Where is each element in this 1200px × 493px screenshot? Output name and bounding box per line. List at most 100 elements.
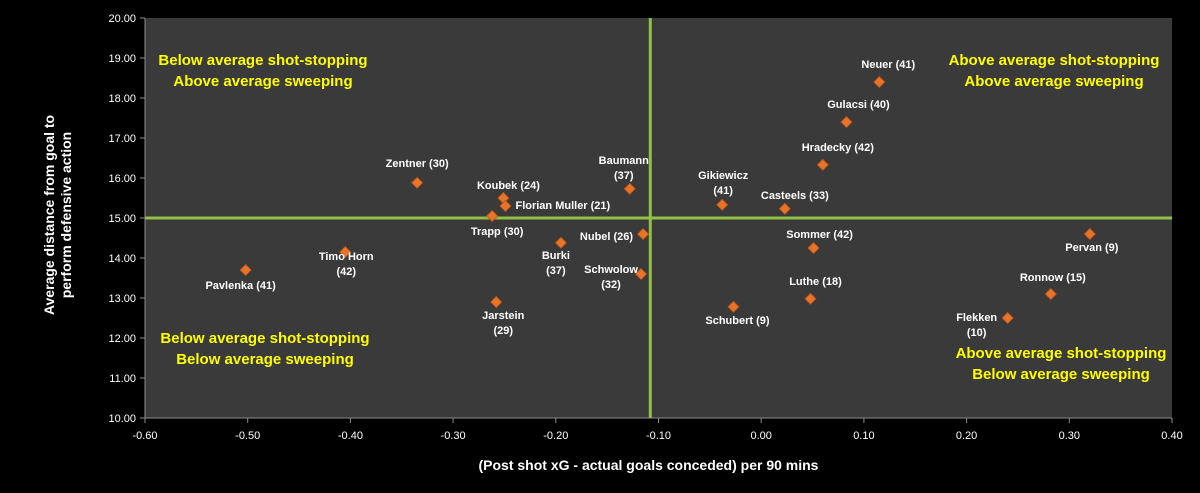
data-point-label: Zentner (30) [386, 158, 449, 170]
data-point-label-line: Hradecky (42) [802, 142, 874, 154]
data-point-label: Schubert (9) [705, 315, 770, 327]
data-point-label-line: (10) [967, 327, 987, 339]
quadrant-label: Below average shot-stopping Above average… [158, 52, 367, 90]
data-point-label-line: Neuer (41) [861, 59, 915, 71]
data-point-marker [623, 182, 636, 195]
data-point-label-line: Sommer (42) [786, 229, 853, 241]
data-point-marker [816, 158, 829, 171]
x-tick-label: 0.00 [750, 430, 771, 442]
data-point-label: Timo Horn (42) [319, 251, 374, 278]
y-tick-label: 19.00 [108, 53, 136, 65]
x-tick-label: -0.20 [543, 430, 568, 442]
data-point-label-line: Nubel (26) [580, 231, 634, 243]
data-point-label: Gulacsi (40) [827, 99, 890, 111]
quadrant-label: Below average shot-stopping Below average… [160, 330, 369, 368]
data-point-marker [727, 300, 740, 313]
x-tick-label: -0.40 [338, 430, 363, 442]
x-tick-label: -0.10 [646, 430, 671, 442]
y-tick-label: 20.00 [108, 13, 136, 25]
y-tick-label: 12.00 [108, 333, 136, 345]
x-axis-title: (Post shot xG - actual goals conceded) p… [479, 457, 819, 473]
data-point-label: Jarstein (29) [482, 310, 524, 337]
y-tick-label: 15.00 [108, 213, 136, 225]
quadrant-label-line: Below average shot-stopping [160, 330, 369, 347]
data-point-label: Luthe (18) [789, 276, 842, 288]
y-tick-label: 11.00 [109, 373, 136, 385]
data-point-label-line: Schwolow [584, 264, 638, 276]
data-point-label-line: Koubek (24) [477, 180, 540, 192]
y-tick-label: 18.00 [108, 93, 136, 105]
data-point-label: Gikiewicz (41) [698, 170, 749, 197]
x-tick-label: -0.50 [235, 430, 260, 442]
data-point-marker [778, 202, 791, 215]
quadrant-labels: Below average shot-stopping Above average… [158, 52, 1166, 383]
data-point-marker [804, 292, 817, 305]
quadrant-label: Above average shot-stopping Above average… [949, 52, 1160, 90]
quadrant-label-line: Below average shot-stopping [158, 52, 367, 69]
data-point-label-line: Schubert (9) [705, 315, 770, 327]
data-point-marker [1001, 311, 1014, 325]
x-tick-label: -0.60 [132, 430, 157, 442]
quadrant-label-line: Above average shot-stopping [949, 52, 1160, 69]
data-point-marker [1083, 227, 1096, 241]
quadrant-label: Above average shot-stopping Below average… [956, 345, 1167, 383]
data-point-label-line: Casteels (33) [761, 190, 829, 202]
data-point-marker [499, 199, 512, 213]
y-tick-label: 16.00 [108, 173, 136, 185]
axis-titles: (Post shot xG - actual goals conceded) p… [41, 115, 819, 473]
data-point-label: Ronnow (15) [1020, 272, 1086, 284]
data-point-marker [716, 198, 729, 211]
data-point-label-line: Zentner (30) [386, 158, 449, 170]
data-point-label-line: Florian Muller (21) [515, 200, 610, 212]
quadrant-label-line: Above average sweeping [964, 73, 1143, 90]
data-point-label: Burki (37) [542, 250, 570, 277]
data-point-label-line: (29) [493, 325, 513, 337]
y-axis-title-line: Average distance from goal to [41, 115, 57, 315]
data-point-marker [554, 236, 568, 249]
x-tick-label: 0.20 [956, 430, 977, 442]
data-point-label-line: (37) [546, 265, 566, 277]
data-point-label-line: (37) [614, 170, 634, 182]
y-axis-title-line: perform defensive action [58, 132, 74, 299]
data-point-label: Pavlenka (41) [205, 280, 276, 292]
x-tick-label: 0.40 [1161, 430, 1182, 442]
x-tick-label: -0.30 [441, 430, 466, 442]
data-point-label-line: (41) [713, 185, 733, 197]
data-point-label: Pervan (9) [1065, 242, 1119, 254]
data-point-label-line: Pervan (9) [1065, 242, 1119, 254]
reference-lines [145, 18, 1172, 418]
data-point-label-line: Pavlenka (41) [205, 280, 276, 292]
y-axis-title: Average distance from goal toperform def… [41, 115, 74, 315]
data-point-label: Hradecky (42) [802, 142, 874, 154]
data-point-label: Florian Muller (21) [515, 200, 610, 212]
quadrant-label-line: Below average sweeping [972, 366, 1150, 383]
data-point-label: Sommer (42) [786, 229, 853, 241]
quadrant-label-line: Below average sweeping [176, 351, 354, 368]
data-point-marker [490, 295, 503, 309]
data-points: Neuer (41) Gulacsi (40) Hradecky (42) Caste… [205, 59, 1118, 339]
data-point-label: Casteels (33) [761, 190, 829, 202]
data-point-label-line: (32) [601, 279, 621, 291]
data-point-label: Schwolow (32) [584, 264, 638, 291]
quadrant-label-line: Above average shot-stopping [956, 345, 1167, 362]
x-tick-label: 0.10 [853, 430, 874, 442]
data-point-label: Trapp (30) [471, 226, 524, 238]
data-point-label-line: Jarstein [482, 310, 524, 322]
data-point-label-line: Timo Horn [319, 251, 374, 263]
data-point-marker [239, 263, 252, 277]
data-point-marker [411, 176, 424, 189]
data-point-label-line: Gikiewicz [698, 170, 749, 182]
x-tick-label: 0.30 [1059, 430, 1080, 442]
y-tick-label: 14.00 [108, 253, 136, 265]
data-point-label: Neuer (41) [861, 59, 915, 71]
data-point-marker [873, 75, 886, 89]
data-point-marker [840, 115, 853, 129]
data-point-marker [807, 241, 820, 255]
y-tick-label: 13.00 [108, 293, 136, 305]
data-point-label-line: Trapp (30) [471, 226, 524, 238]
data-point-marker [486, 209, 499, 223]
data-point-label-line: Flekken [956, 312, 997, 324]
quadrant-label-line: Above average sweeping [173, 73, 352, 90]
data-point-marker [339, 245, 352, 259]
